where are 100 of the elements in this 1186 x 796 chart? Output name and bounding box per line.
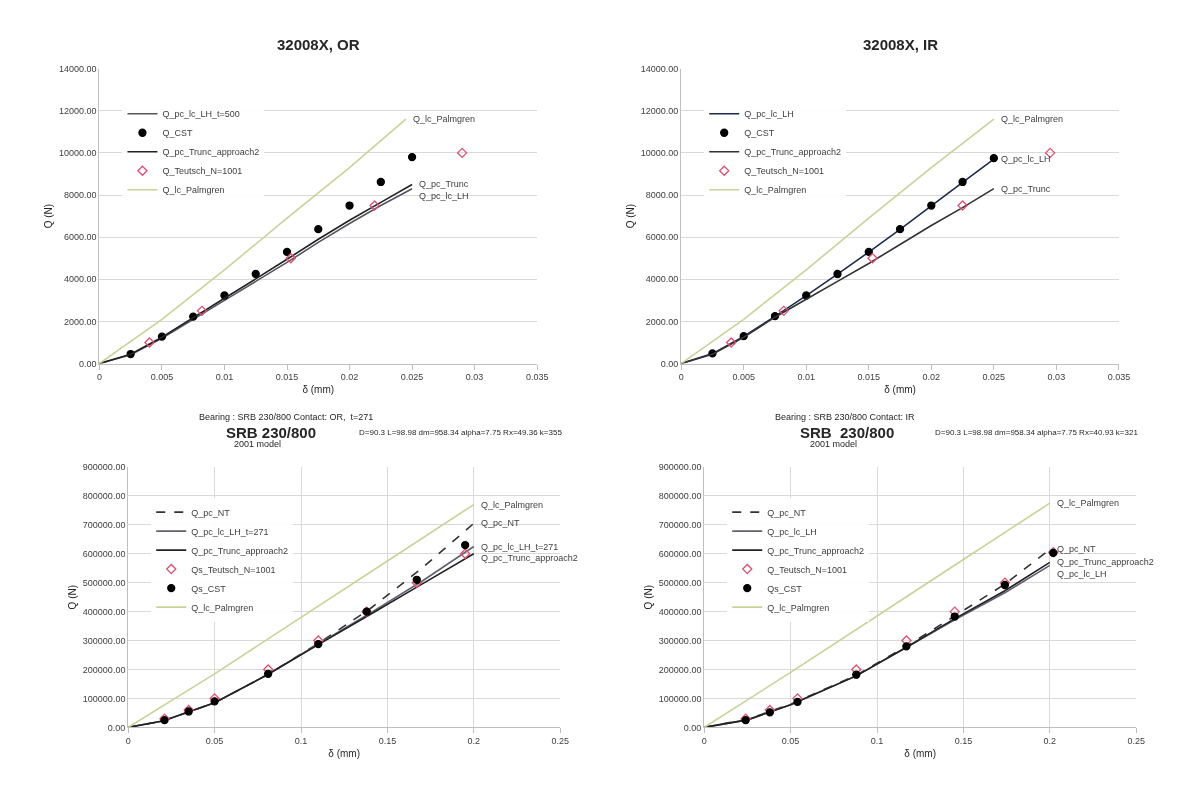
point: [778, 305, 789, 317]
x-axis-title: δ (mm): [904, 747, 937, 759]
point: [144, 337, 155, 348]
point: [251, 269, 260, 279]
text: D=90.3 L=98.98 dm=958.34 alpha=7.75 Rx=40.93 k=321: [935, 428, 1139, 437]
y-tick-label: 800000.00: [658, 491, 702, 502]
annotation: Q_pc_Trunc: [1001, 184, 1051, 194]
annotation: Q_lc_Palmgren: [1001, 114, 1064, 124]
x-tick-label: 0.2: [1043, 736, 1057, 747]
y-tick-label: 700000.00: [82, 519, 126, 530]
line-series: [99, 118, 407, 364]
y-tick-label: 6000.00: [64, 232, 97, 243]
point: [285, 253, 296, 264]
y-axis-title: Q (N): [642, 584, 654, 610]
annotation: Q_lc_Palmgren: [481, 500, 544, 510]
x-tick-label: 0.015: [857, 372, 881, 383]
legend-label: Q_pc_lc_LH_t=271: [191, 526, 269, 537]
legend-label: Q_pc_Trunc_approach2: [162, 147, 260, 158]
annotation: Q_pc_Trunc: [419, 179, 469, 189]
point: [461, 540, 470, 550]
point: [196, 305, 208, 317]
legend-label: Q_lc_Palmgren: [191, 602, 254, 613]
y-tick-label: 900000.00: [82, 462, 126, 473]
y-tick-label: 300000.00: [82, 635, 126, 646]
text: 2001 model: [234, 439, 282, 449]
y-tick-label: 12000.00: [59, 105, 97, 116]
x-tick-label: 0.02: [340, 372, 359, 383]
point: [867, 253, 878, 264]
line-series: [704, 502, 1051, 728]
legend-label: Q_pc_Trunc_approach2: [744, 147, 841, 158]
x-tick-label: 0.25: [551, 736, 569, 747]
point: [264, 669, 273, 678]
x-tick-label: 0.035: [1107, 372, 1131, 383]
x-axis-title: δ (mm): [302, 383, 335, 395]
chart-title: 32008X, IR: [863, 36, 939, 53]
annotation: Q_pc_lc_LH: [1001, 154, 1051, 164]
x-tick-label: 0: [678, 372, 684, 383]
y-tick-label: 400000.00: [658, 606, 702, 617]
annotation: Q_lc_Palmgren: [413, 114, 476, 124]
y-tick-label: 6000.00: [645, 232, 679, 243]
y-axis-title: Q (N): [624, 203, 636, 229]
x-axis-title: δ (mm): [328, 747, 361, 759]
x-tick-label: 0: [125, 736, 131, 747]
x-tick-label: 0.01: [797, 372, 815, 383]
point: [376, 177, 385, 187]
y-tick-label: 800000.00: [82, 491, 126, 502]
annotation: Q_pc_NT: [1057, 544, 1097, 554]
chart-title: SRB 230/800: [800, 424, 895, 441]
x-tick-label: 0.025: [982, 372, 1006, 383]
y-tick-label: 10000.00: [59, 148, 97, 159]
y-tick-label: 500000.00: [82, 577, 126, 588]
y-tick-label: 400000.00: [82, 606, 126, 617]
point: [957, 200, 968, 211]
annotation: Q_lc_Palmgren: [1057, 498, 1120, 508]
point: [765, 708, 775, 717]
legend-label: Q_lc_Palmgren: [744, 185, 807, 196]
legend-label: Q_pc_lc_LH: [744, 109, 794, 120]
x-tick-label: 0.005: [150, 372, 174, 383]
point: [989, 154, 998, 163]
y-tick-label: 0.00: [107, 722, 126, 733]
x-axis-title: δ (mm): [884, 383, 916, 395]
x-tick-label: 0.015: [275, 372, 299, 383]
point: [314, 639, 323, 649]
legend-label: Q_lc_Palmgren: [767, 602, 830, 613]
legend-label: Q_pc_Trunc_approach2: [191, 545, 288, 556]
legend-label: Q_Teutsch_N=1001: [767, 564, 848, 575]
text: Bearing : SRB 230/800 Contact: OR, t=271: [199, 412, 374, 422]
x-tick-label: 0: [96, 372, 102, 383]
y-tick-label: 8000.00: [64, 190, 97, 201]
legend-label: Qs_CST: [191, 583, 227, 594]
y-tick-label: 4000.00: [645, 274, 679, 285]
x-tick-label: 0.25: [1127, 736, 1145, 747]
y-tick-label: 300000.00: [658, 635, 702, 646]
point: [282, 247, 292, 257]
point: [895, 224, 905, 234]
y-tick-label: 12000.00: [640, 105, 679, 116]
text: D=90.3 L=98.98 dm=958.34 alpha=7.75 Rx=49.36 k=355: [359, 428, 563, 437]
text: 2001 model: [810, 439, 858, 449]
y-tick-label: 0.00: [683, 722, 702, 733]
x-tick-label: 0.05: [781, 736, 800, 747]
y-tick-label: 4000.00: [64, 274, 97, 285]
y-tick-label: 600000.00: [82, 548, 126, 559]
legend-label: Q_Teutsch_N=1001: [744, 166, 825, 177]
x-tick-label: 0.03: [465, 372, 484, 383]
y-tick-label: 900000.00: [658, 462, 702, 473]
point: [833, 269, 842, 279]
point: [345, 201, 354, 210]
point: [456, 147, 468, 159]
legend-label: Q_pc_NT: [767, 507, 807, 518]
point: [864, 247, 873, 257]
y-tick-label: 10000.00: [640, 148, 679, 159]
y-tick-label: 200000.00: [658, 664, 702, 675]
annotation: Q_pc_lc_LH: [1057, 569, 1107, 579]
chart-title: SRB 230/800: [226, 424, 317, 441]
y-tick-label: 14000.00: [59, 63, 97, 74]
point: [210, 697, 219, 706]
legend-label: Q_pc_lc_LH: [767, 526, 817, 537]
x-tick-label: 0.025: [400, 372, 424, 383]
y-tick-label: 500000.00: [658, 577, 702, 588]
y-axis-title: Q (N): [66, 584, 78, 610]
